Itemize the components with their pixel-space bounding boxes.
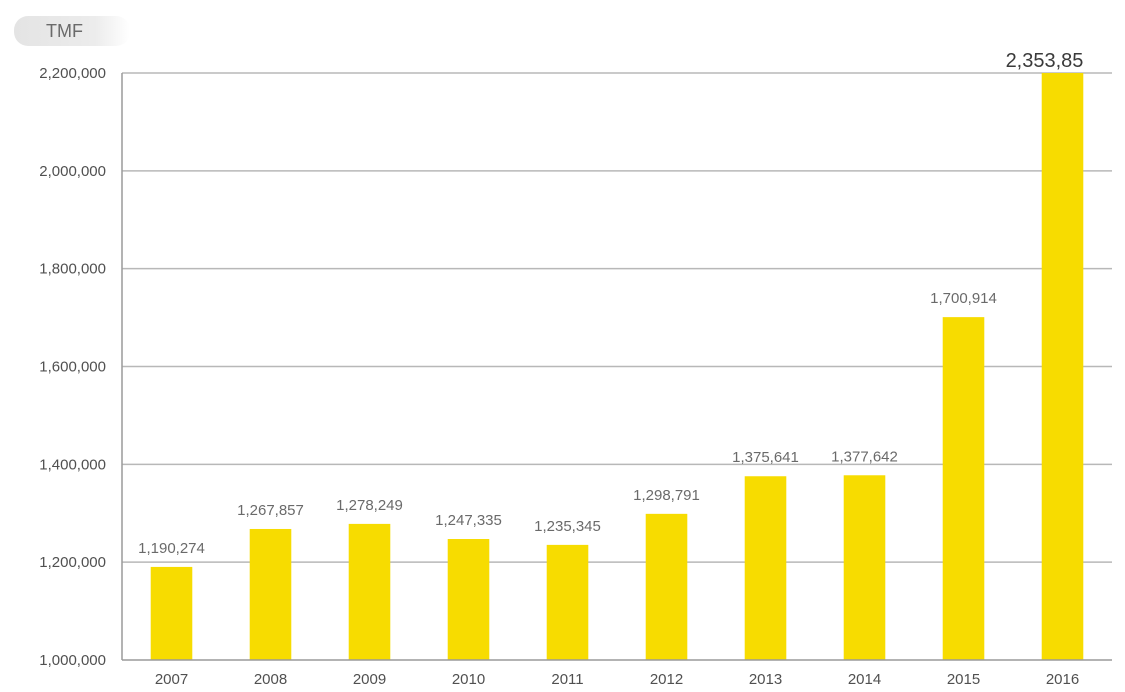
bars: [150, 73, 1084, 660]
bar-2007: [150, 566, 193, 660]
data-label: 2,353,85: [1006, 50, 1084, 72]
bar-2011: [546, 544, 589, 660]
x-tick-label: 2008: [254, 671, 287, 688]
bar-2010: [447, 539, 490, 660]
bar-2012: [645, 513, 688, 660]
x-tick-label: 2015: [947, 671, 980, 688]
data-label: 1,377,642: [831, 448, 898, 465]
bar-2009: [348, 523, 391, 660]
x-tick-label: 2009: [353, 671, 386, 688]
x-tick-label: 2013: [749, 671, 782, 688]
x-tick-label: 2010: [452, 671, 485, 688]
bar-2014: [843, 475, 886, 660]
unit-label: TMF: [14, 16, 130, 46]
axes: [121, 73, 1112, 661]
data-label: 1,700,914: [930, 290, 997, 307]
x-tick-label: 2012: [650, 671, 683, 688]
y-tick-label: 2,000,000: [39, 163, 106, 180]
y-tick-label: 1,200,000: [39, 554, 106, 571]
bar-2013: [744, 476, 787, 660]
x-tick-label: 2007: [155, 671, 188, 688]
data-label: 1,278,249: [336, 497, 403, 514]
bar-2016: [1041, 73, 1084, 660]
y-tick-label: 1,600,000: [39, 359, 106, 376]
data-label: 1,375,641: [732, 449, 799, 466]
y-tick-label: 1,000,000: [39, 652, 106, 669]
data-label: 1,247,335: [435, 512, 502, 529]
labels: 1,000,000 1,200,000 1,400,000 1,600,000 1,80…: [39, 50, 1083, 688]
data-label: 1,190,274: [138, 540, 205, 557]
y-tick-label: 2,200,000: [39, 65, 106, 82]
bar-2008: [249, 528, 292, 660]
data-label: 1,298,791: [633, 487, 700, 504]
bar-2015: [942, 317, 985, 660]
data-label: 1,235,345: [534, 518, 601, 535]
y-tick-label: 1,800,000: [39, 261, 106, 278]
x-tick-label: 2014: [848, 671, 881, 688]
data-label: 1,267,857: [237, 502, 304, 519]
x-tick-label: 2011: [551, 671, 583, 688]
y-tick-label: 1,400,000: [39, 456, 106, 473]
x-tick-label: 2016: [1046, 671, 1079, 688]
